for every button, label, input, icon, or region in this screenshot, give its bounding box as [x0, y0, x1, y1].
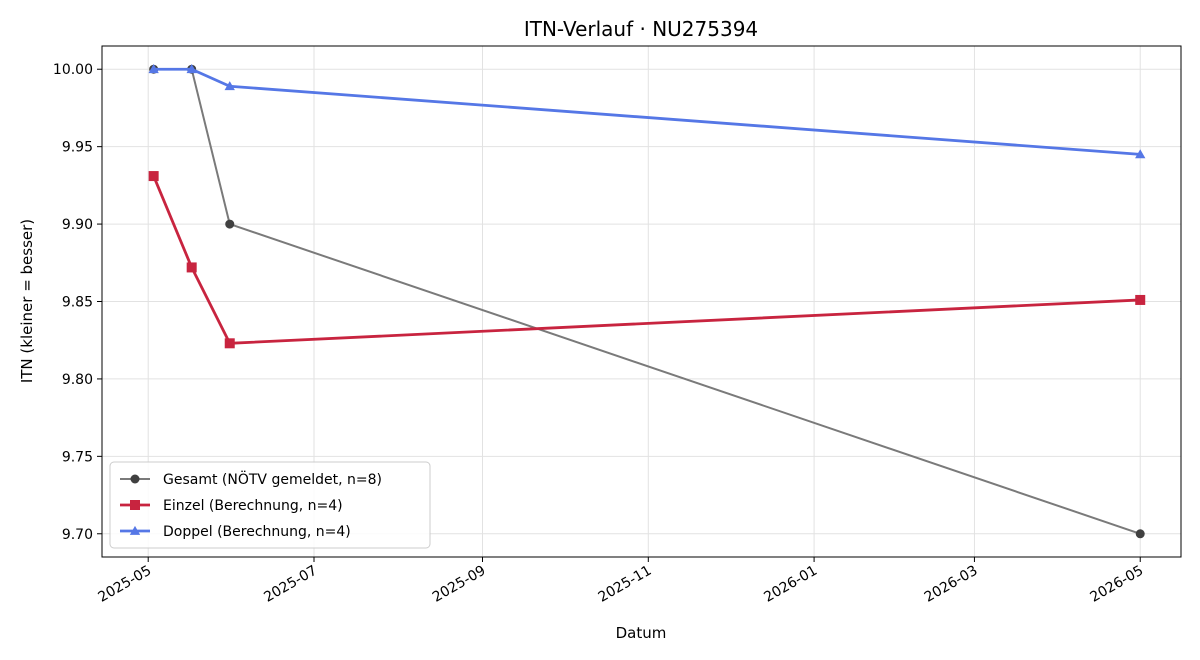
series-3	[148, 64, 1146, 159]
x-axis-label: Datum	[616, 624, 667, 642]
legend-box	[109, 461, 431, 549]
data-point	[1135, 294, 1146, 305]
series-line	[153, 67, 1141, 156]
series-2	[148, 171, 1146, 349]
data-point	[186, 262, 197, 273]
x-tick-label: 2025-07	[261, 563, 320, 606]
data-point	[1135, 149, 1146, 159]
y-tick-label: 9.90	[62, 217, 93, 233]
legend-label: Einzel (Berechnung, n=4)	[163, 498, 343, 514]
plot-data	[148, 64, 1146, 539]
legend: Gesamt (NÖTV gemeldet, n=8) Einzel (Berec…	[109, 461, 431, 549]
legend-entry: Gesamt (NÖTV gemeldet, n=8)	[120, 470, 382, 488]
legend-entry: Einzel (Berechnung, n=4)	[120, 498, 343, 514]
data-point	[224, 81, 235, 91]
data-point	[224, 338, 235, 349]
y-tick-label: 9.75	[62, 449, 93, 465]
y-tick-label: 9.95	[62, 140, 93, 156]
legend-label: Gesamt (NÖTV gemeldet, n=8)	[163, 470, 382, 488]
series-line	[152, 175, 1141, 345]
data-point	[225, 219, 235, 229]
y-axis-label: ITN (kleiner = besser)	[18, 219, 36, 383]
legend-entry: Doppel (Berechnung, n=4)	[120, 524, 351, 540]
data-point	[130, 474, 140, 484]
x-tick-label: 2025-11	[596, 563, 655, 606]
data-point	[148, 171, 159, 182]
chart-title: ITN-Verlauf · NU275394	[524, 17, 758, 41]
x-tick-label: 2026-03	[922, 563, 981, 606]
x-tick-label: 2026-05	[1088, 563, 1147, 606]
y-tick-label: 9.85	[62, 295, 93, 311]
data-point	[129, 525, 141, 535]
x-tick-label: 2025-09	[430, 563, 489, 606]
x-tick-label: 2025-05	[96, 563, 155, 606]
data-point	[148, 64, 159, 74]
x-tick-label: 2026-01	[761, 563, 820, 606]
y-tick-label: 9.80	[62, 372, 93, 388]
legend-label: Doppel (Berechnung, n=4)	[163, 524, 351, 540]
data-point	[130, 500, 140, 510]
y-tick-label: 9.70	[62, 527, 93, 543]
data-point	[1135, 529, 1145, 539]
y-tick-label: 10.00	[53, 62, 93, 78]
data-point	[186, 64, 197, 74]
